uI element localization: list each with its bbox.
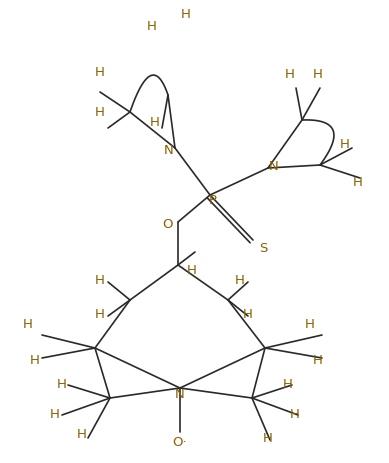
Text: H: H (187, 263, 197, 276)
Text: H: H (353, 175, 363, 188)
Text: H: H (285, 69, 295, 81)
Text: O·: O· (173, 436, 187, 449)
Text: H: H (150, 115, 160, 129)
Text: N: N (175, 388, 185, 400)
Text: H: H (23, 319, 33, 332)
Text: N: N (164, 144, 174, 156)
Text: P: P (209, 194, 217, 207)
Text: H: H (50, 408, 60, 421)
Text: H: H (243, 308, 253, 321)
Text: H: H (305, 319, 315, 332)
Text: H: H (147, 20, 157, 33)
Text: H: H (95, 274, 105, 287)
Text: H: H (77, 428, 87, 442)
Text: H: H (340, 138, 350, 151)
Text: H: H (95, 67, 105, 80)
Text: H: H (181, 8, 191, 21)
Text: N: N (269, 159, 279, 173)
Text: H: H (290, 408, 300, 421)
Text: O: O (163, 218, 173, 231)
Text: H: H (57, 378, 67, 392)
Text: H: H (95, 308, 105, 321)
Text: H: H (313, 69, 323, 81)
Text: H: H (283, 378, 293, 392)
Text: H: H (313, 353, 323, 367)
Text: H: H (235, 274, 245, 287)
Text: H: H (263, 432, 273, 444)
Text: H: H (30, 353, 40, 367)
Text: H: H (95, 106, 105, 119)
Text: S: S (259, 242, 267, 255)
